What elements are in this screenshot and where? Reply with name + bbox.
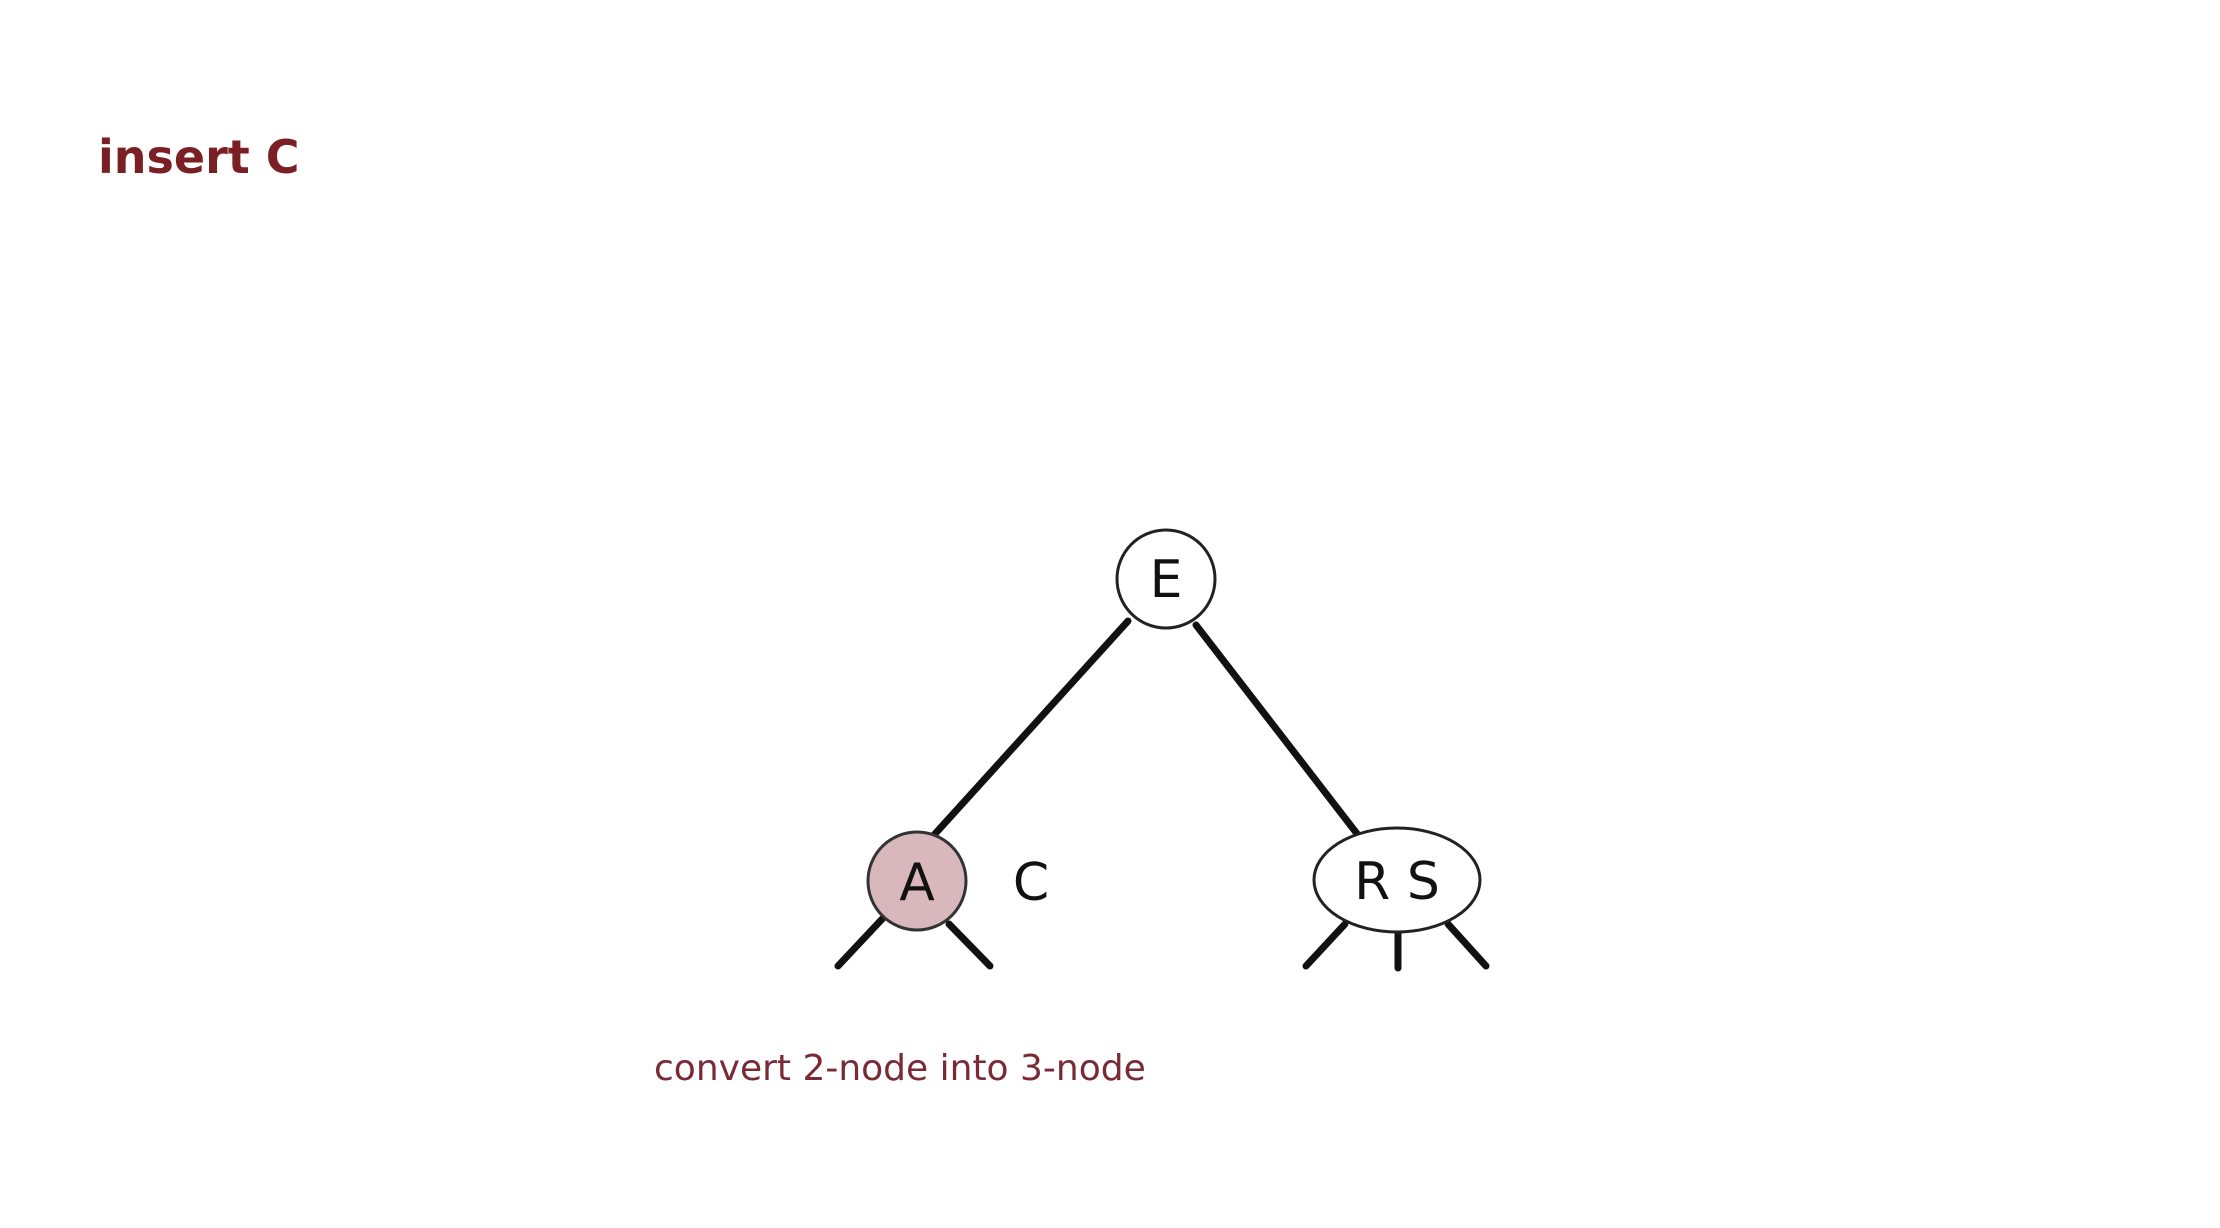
- slide-title: insert C: [98, 130, 300, 184]
- node-left-label: A: [899, 853, 935, 913]
- edge-left-stub-1: [834, 913, 888, 970]
- edge-left-stub-2: [945, 920, 994, 970]
- node-right: R S: [1312, 826, 1482, 934]
- edge-root-right: [1192, 621, 1362, 839]
- caption: convert 2-node into 3-node: [654, 1048, 1146, 1089]
- node-root-label: E: [1150, 550, 1183, 610]
- node-right-label: R S: [1354, 852, 1440, 912]
- node-left: A: [866, 830, 968, 932]
- edge-right-stub-3: [1444, 920, 1490, 970]
- pending-key-label: C: [1013, 853, 1049, 913]
- edge-right-stub-1: [1302, 920, 1349, 970]
- node-root: E: [1115, 528, 1217, 630]
- edge-root-left: [930, 617, 1132, 839]
